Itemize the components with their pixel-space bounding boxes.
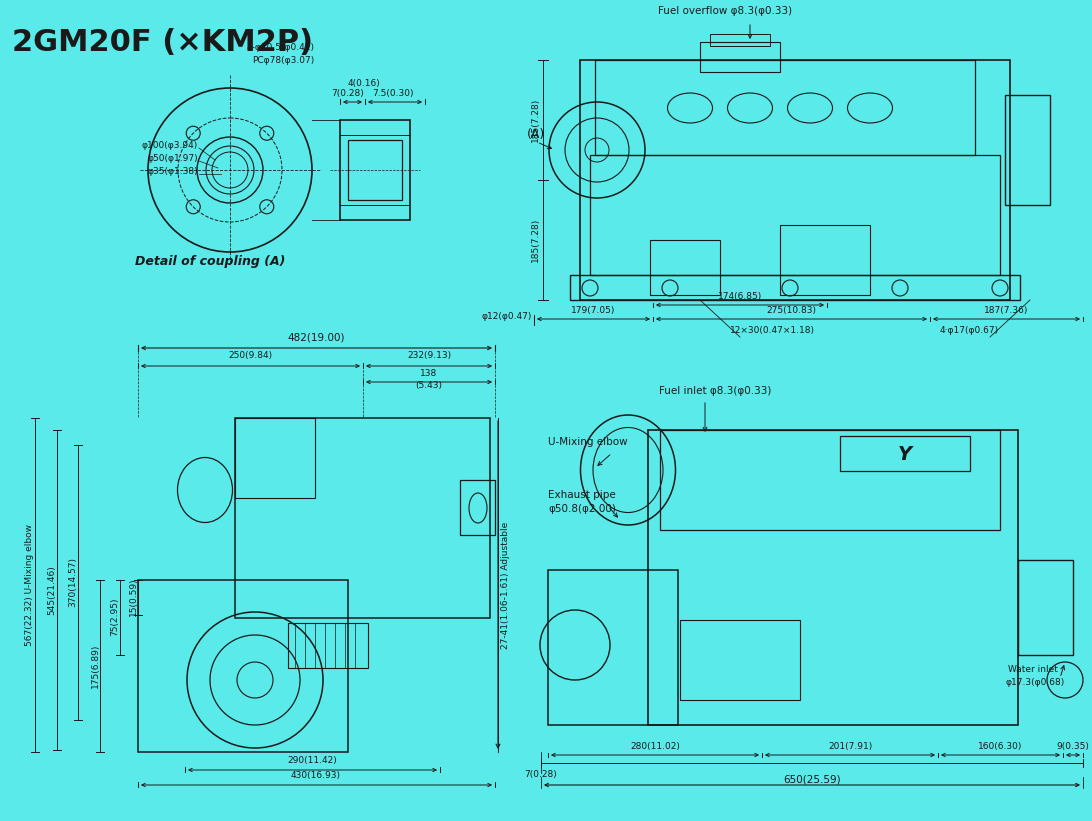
Bar [840, 436, 970, 471]
Text: 9(0.35): 9(0.35) [1057, 742, 1090, 751]
Bar [650, 240, 720, 295]
Bar [235, 418, 490, 618]
Text: Fuel inlet φ8.3(φ0.33): Fuel inlet φ8.3(φ0.33) [658, 386, 771, 396]
Text: Y: Y [898, 444, 912, 464]
Text: 4(0.16): 4(0.16) [348, 79, 381, 88]
Text: 370(14.57): 370(14.57) [69, 557, 78, 607]
Text: 4·φ17(φ0.67): 4·φ17(φ0.67) [940, 326, 999, 335]
Bar [580, 60, 1010, 300]
Text: 160(6.30): 160(6.30) [977, 742, 1022, 751]
Text: 185(7.28): 185(7.28) [531, 98, 539, 142]
Bar [680, 620, 800, 700]
Bar [340, 120, 410, 220]
Text: 280(11.02): 280(11.02) [630, 742, 680, 751]
Bar [780, 225, 870, 295]
Bar [700, 42, 780, 72]
Text: 12×30(0.47×1.18): 12×30(0.47×1.18) [729, 326, 815, 335]
Text: 7(0.28): 7(0.28) [332, 89, 365, 98]
Text: 482(19.00): 482(19.00) [287, 332, 345, 342]
Bar [1005, 95, 1051, 205]
Text: 27-41(1.06-1.61) Adjustable: 27-41(1.06-1.61) Adjustable [501, 521, 510, 649]
Text: U-Mixing elbow: U-Mixing elbow [548, 437, 628, 447]
Bar [460, 480, 495, 535]
Text: 201(7.91): 201(7.91) [828, 742, 873, 751]
Text: φ35(φ1.38): φ35(φ1.38) [147, 167, 198, 176]
Text: 290(11.42): 290(11.42) [287, 756, 336, 765]
Text: φ50.8(φ2.00): φ50.8(φ2.00) [548, 504, 616, 514]
Text: Water inlet: Water inlet [1008, 665, 1058, 674]
Text: 232(9.13): 232(9.13) [407, 351, 451, 360]
Text: 7(0.28): 7(0.28) [524, 770, 557, 779]
Text: 138: 138 [420, 369, 438, 378]
Bar [590, 155, 1000, 275]
Text: φ12(φ0.47): φ12(φ0.47) [482, 312, 532, 321]
Bar [548, 570, 678, 725]
Bar [288, 623, 368, 668]
Text: 650(25.59): 650(25.59) [783, 774, 841, 784]
Bar [235, 418, 314, 498]
Bar [595, 60, 975, 155]
Bar [348, 140, 402, 200]
Text: 179(7.05): 179(7.05) [571, 306, 615, 315]
Text: 2GM20F (×KM2P): 2GM20F (×KM2P) [12, 28, 313, 57]
Bar [138, 580, 348, 752]
Text: φ50(φ1.97): φ50(φ1.97) [147, 154, 198, 163]
Text: (5.43): (5.43) [415, 381, 442, 390]
Text: Exhaust pipe: Exhaust pipe [548, 490, 616, 500]
Text: 250(9.84): 250(9.84) [228, 351, 272, 360]
Text: 75(2.95): 75(2.95) [110, 598, 119, 636]
Text: Detail of coupling (A): Detail of coupling (A) [134, 255, 285, 268]
Text: 175(6.89): 175(6.89) [91, 644, 99, 688]
Text: PCφ78(φ3.07): PCφ78(φ3.07) [252, 56, 314, 65]
Text: 185(7.28): 185(7.28) [531, 218, 539, 262]
Text: 275(10.83): 275(10.83) [765, 306, 816, 315]
Text: 545(21.46): 545(21.46) [47, 565, 57, 615]
Text: 430(16.93): 430(16.93) [290, 771, 341, 780]
Bar [648, 430, 1018, 725]
Bar [570, 275, 1020, 300]
Text: Fuel overflow φ8.3(φ0.33): Fuel overflow φ8.3(φ0.33) [658, 6, 792, 16]
Text: φ17.3(φ0.68): φ17.3(φ0.68) [1005, 678, 1065, 687]
Text: 567(22.32) U-Mixing elbow: 567(22.32) U-Mixing elbow [25, 524, 35, 646]
Text: 174(6.85): 174(6.85) [717, 292, 762, 301]
Text: 7.5(0.30): 7.5(0.30) [372, 89, 414, 98]
Text: φ100(φ3.94): φ100(φ3.94) [142, 141, 198, 150]
Bar [1018, 560, 1073, 655]
Bar [660, 430, 1000, 530]
Text: 187(7.36): 187(7.36) [984, 306, 1029, 315]
Bar [710, 34, 770, 46]
Text: 4-φ10.5(φ0.41): 4-φ10.5(φ0.41) [247, 43, 314, 52]
Text: 15(0.59): 15(0.59) [129, 578, 138, 617]
Text: (A): (A) [527, 128, 545, 141]
